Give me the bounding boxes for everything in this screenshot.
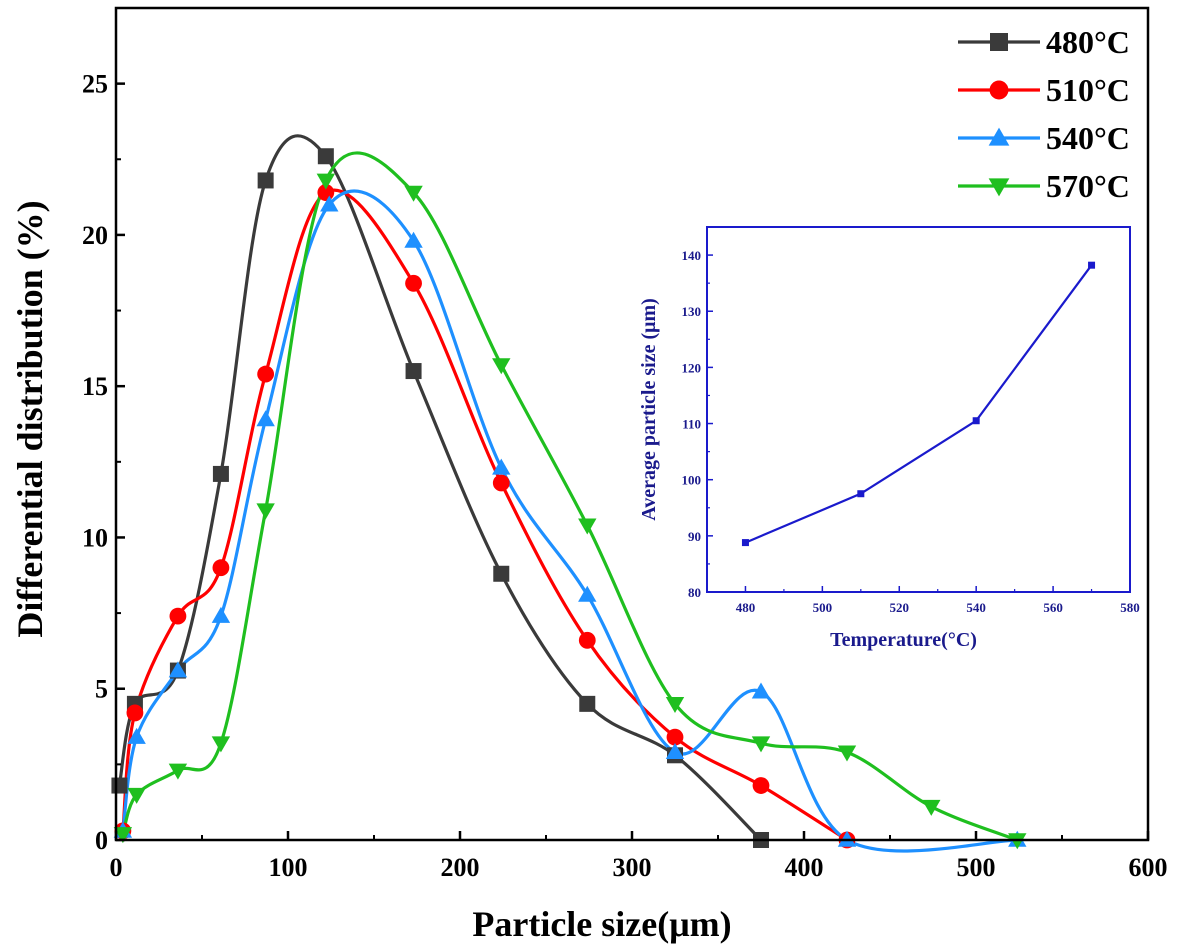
inset-y-tick-label: 130 — [682, 304, 702, 319]
inset-y-tick-label: 120 — [682, 360, 702, 375]
x-tick-label: 600 — [1129, 853, 1168, 882]
inset-y-tick-label: 80 — [688, 585, 701, 600]
series-3-point-7 — [492, 358, 511, 375]
inset-x-tick-label: 580 — [1120, 600, 1140, 615]
legend-item-2: 540°C — [958, 120, 1130, 156]
inset-x-tick-label: 560 — [1043, 600, 1063, 615]
series-0-point-6 — [405, 363, 422, 380]
series-3-point-12 — [922, 799, 941, 816]
inset-x-tick-label: 500 — [813, 600, 833, 615]
series-3-point-2 — [168, 763, 188, 780]
inset-point-2 — [972, 417, 980, 425]
series-2-point-6 — [404, 231, 423, 248]
main-plot: 0 100 200 300 400 500 600 0 5 10 15 20 25 Particle si… — [10, 6, 1168, 944]
series-1-point-3 — [212, 559, 230, 577]
x-axis-label: Particle size(μm) — [472, 904, 731, 944]
x-tick-label: 500 — [957, 853, 996, 882]
series-2-point-2 — [168, 661, 188, 678]
y-axis-label: Differential distribution (%) — [10, 200, 50, 637]
inset-plot: 480 500 520 540 560 580 80 90 100 110 120 130 140 Tem… — [638, 226, 1140, 651]
series-3-point-5 — [316, 173, 336, 190]
series-1-point-10 — [752, 777, 770, 794]
series-0-point-0 — [111, 777, 128, 794]
inset-y-tick-label: 110 — [682, 417, 701, 432]
series-1-point-1 — [126, 704, 144, 722]
y-tick-label: 10 — [82, 523, 108, 552]
series-3-point-6 — [404, 185, 423, 202]
inset-x-tick-label: 540 — [966, 600, 986, 615]
series-2-point-4 — [256, 410, 275, 427]
legend-item-3: 570°C — [958, 168, 1130, 204]
inset-point-3 — [1088, 261, 1096, 269]
y-tick-label: 25 — [82, 70, 108, 99]
series-3-point-0 — [113, 827, 133, 844]
series-0-point-3 — [212, 465, 229, 482]
y-tick-label: 0 — [95, 826, 108, 855]
series-3-point-1 — [127, 787, 146, 804]
series-0-point-8 — [579, 695, 596, 712]
series-2-point-1 — [127, 727, 146, 744]
x-tick-label: 100 — [269, 853, 308, 882]
series-1-point-5 — [317, 184, 335, 201]
inset-point-0 — [741, 539, 749, 547]
inset-y-tick-label: 140 — [682, 248, 702, 263]
inset-x-tick-label: 480 — [736, 600, 756, 615]
legend-marker-1 — [989, 80, 1009, 100]
inset-y-tick-label: 100 — [682, 473, 702, 488]
y-tick-label: 15 — [82, 372, 108, 401]
series-3-point-10 — [751, 736, 771, 753]
x-tick-label: 0 — [110, 853, 123, 882]
series-1-point-9 — [666, 728, 684, 746]
series-0-point-7 — [493, 565, 510, 582]
series-3-point-4 — [256, 503, 275, 520]
series-1-point-4 — [257, 365, 275, 383]
inset-y-axis-label: Average particle size (μm) — [638, 298, 660, 521]
inset-point-1 — [857, 490, 865, 498]
series-1-point-8 — [578, 631, 596, 649]
legend-label-2: 540°C — [1046, 120, 1130, 156]
x-tick-label: 300 — [613, 853, 652, 882]
series-2-point-10 — [751, 682, 771, 699]
inset-y-tick-label: 90 — [688, 529, 701, 544]
series-2-point-7 — [492, 458, 511, 475]
series-0-point-4 — [257, 172, 274, 189]
legend-marker-3 — [988, 178, 1010, 197]
inset-series-line — [745, 264, 1093, 544]
y-tick-label: 5 — [95, 675, 108, 704]
legend-label-1: 510°C — [1046, 72, 1130, 108]
series-1-point-7 — [492, 474, 510, 492]
legend-marker-0 — [990, 33, 1008, 51]
series-3-point-8 — [578, 518, 597, 535]
series-3-point-3 — [211, 736, 231, 753]
inset-frame — [706, 226, 1131, 593]
series-1-point-6 — [405, 274, 422, 292]
legend-label-0: 480°C — [1046, 24, 1130, 60]
series-2-point-5 — [320, 195, 339, 212]
legend-label-3: 570°C — [1046, 168, 1130, 204]
y-tick-label: 20 — [82, 221, 108, 250]
legend-item-1: 510°C — [958, 72, 1130, 108]
series-0-point-5 — [317, 148, 334, 165]
legend-marker-2 — [988, 127, 1010, 146]
inset-x-tick-label: 520 — [890, 600, 910, 615]
inset-x-axis-label: Temperature(°C) — [830, 629, 977, 651]
x-tick-label: 200 — [441, 853, 480, 882]
legend-item-0: 480°C — [958, 24, 1130, 60]
series-1-point-2 — [169, 607, 187, 625]
series-3-point-9 — [665, 697, 685, 714]
series-3-point-11 — [837, 745, 857, 762]
series-2-point-3 — [211, 606, 231, 623]
x-tick-label: 400 — [785, 853, 824, 882]
series-2-point-9 — [665, 743, 685, 760]
series-2-point-8 — [578, 585, 597, 602]
main-legend: 480°C 510°C 540°C 570°C — [958, 24, 1130, 204]
